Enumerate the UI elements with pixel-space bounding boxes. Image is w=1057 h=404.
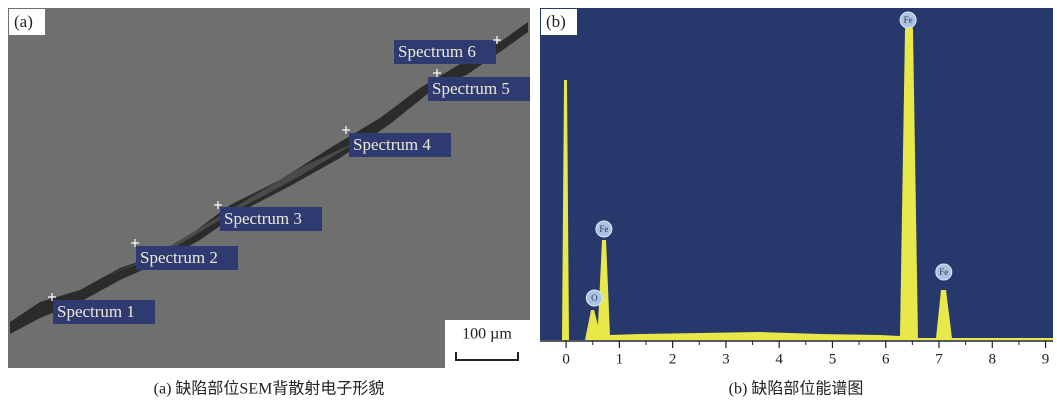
x-tick-label: 4 (775, 351, 783, 367)
x-tick-label: 0 (562, 351, 570, 367)
x-tick-label: 2 (669, 351, 677, 367)
spectrum-label: Spectrum 5 (432, 79, 510, 98)
panel-label: (b) (546, 12, 566, 31)
x-tick-label: 1 (616, 351, 624, 367)
spectrum-label: Spectrum 4 (353, 135, 431, 154)
peak-label: O (591, 293, 598, 303)
x-tick-label: 6 (882, 351, 890, 367)
caption: (a) 缺陷部位SEM背散射电子形貌 (154, 380, 385, 398)
x-tick-label: 9 (1042, 351, 1050, 367)
peak-label: Fe (599, 224, 608, 234)
scale-bar-label: 100 µm (462, 326, 512, 343)
panel-b: (b) 0 1 2 3 4 5 6 7 8 9 O Fe Fe Fe (b) 缺陷部位能谱图 (540, 8, 1053, 398)
peak-label: Fe (904, 15, 913, 25)
x-tick-label: 8 (989, 351, 997, 367)
panel-label: (a) (14, 12, 33, 31)
spectrum-label: Spectrum 3 (224, 209, 302, 228)
peak-label: Fe (939, 267, 948, 277)
x-tick-label: 5 (829, 351, 837, 367)
figure: (a) Spectrum 1 Spectrum 2 Spectrum 3 Spectr… (0, 0, 1057, 404)
panel-a: (a) Spectrum 1 Spectrum 2 Spectrum 3 Spectr… (8, 8, 530, 398)
spectrum-label: Spectrum 6 (398, 42, 476, 61)
spectrum-label: Spectrum 2 (140, 248, 218, 267)
x-tick-label: 3 (722, 351, 730, 367)
caption: (b) 缺陷部位能谱图 (729, 380, 864, 398)
spectrum-plot (540, 8, 1053, 340)
x-tick-label: 7 (935, 351, 943, 367)
spectrum-label: Spectrum 1 (57, 302, 135, 321)
